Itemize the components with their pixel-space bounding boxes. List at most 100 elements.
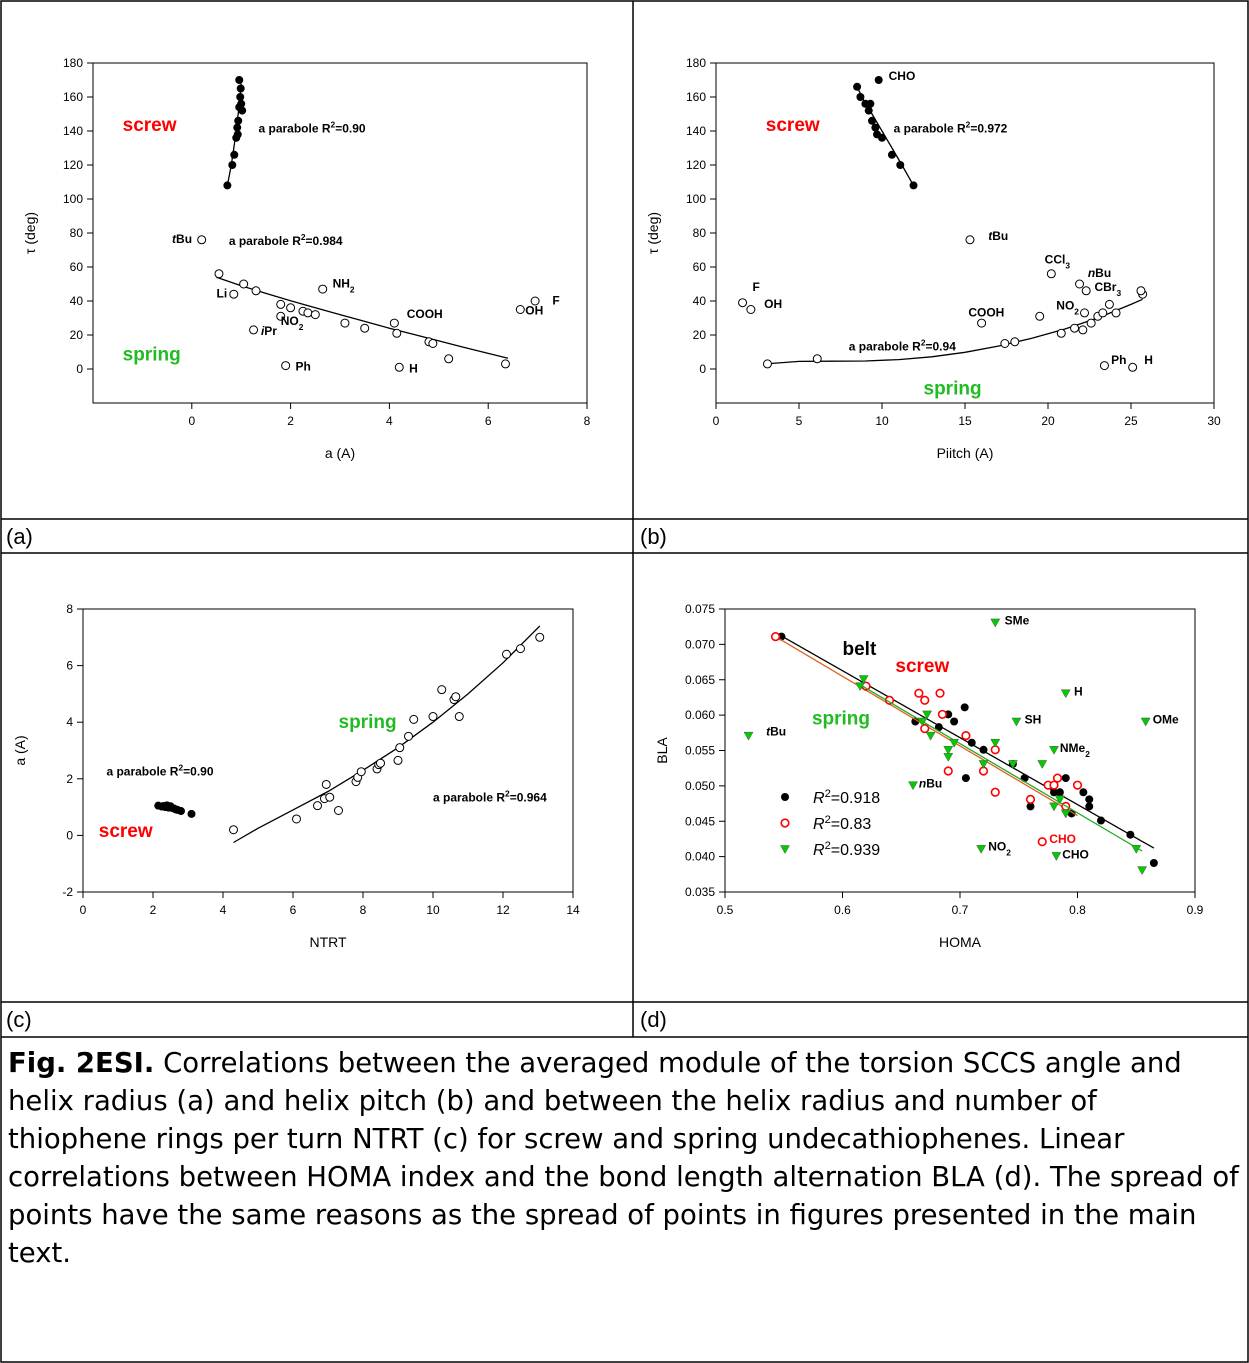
data-point — [1136, 286, 1146, 296]
plot-area — [743, 618, 1158, 876]
fit-label-spring: a parabole R2=0.94 — [849, 337, 956, 353]
panel-label-a: (a) — [6, 524, 33, 549]
data-point — [229, 289, 239, 299]
data-point — [239, 279, 249, 289]
plot-frame — [724, 608, 1196, 893]
data-point — [236, 84, 245, 93]
data-point — [223, 181, 232, 190]
data-point — [1049, 802, 1059, 812]
data-point — [318, 284, 328, 294]
data-point — [159, 801, 168, 810]
y-tick-label: 100 — [63, 192, 83, 206]
point-label: nBu — [919, 776, 942, 790]
point-label: tBu — [766, 725, 786, 739]
y-tick-label: 0.050 — [685, 779, 715, 793]
y-axis-label: τ (deg) — [645, 212, 661, 254]
data-point — [1037, 837, 1047, 847]
data-point — [871, 123, 880, 132]
data-point — [896, 161, 905, 169]
fit-label-spring: a parabole R2=0.964 — [433, 788, 547, 804]
data-point — [934, 723, 943, 732]
data-point — [762, 359, 772, 369]
data-point — [325, 792, 335, 802]
point-label: Li — [217, 287, 228, 301]
plot-frame — [82, 608, 574, 893]
point-label: NO2 — [1056, 299, 1079, 317]
x-tick-label: 0.7 — [952, 903, 969, 917]
y-tick-label: 0.055 — [685, 744, 715, 758]
point-label: OH — [764, 297, 782, 311]
y-tick-label: 8 — [66, 602, 73, 616]
plot-area — [197, 76, 540, 372]
data-point — [746, 305, 756, 314]
legend-marker — [780, 818, 790, 828]
point-label: F — [753, 280, 760, 294]
point-label: NMe2 — [1060, 741, 1090, 759]
data-point — [515, 305, 525, 314]
data-point — [738, 298, 748, 308]
data-point — [321, 779, 331, 789]
y-tick-label: 120 — [686, 158, 706, 172]
y-axis-label: a (A) — [12, 735, 28, 765]
data-point — [516, 644, 525, 654]
data-point — [356, 767, 366, 777]
data-point — [392, 328, 402, 338]
data-point — [937, 709, 947, 720]
data-point — [187, 809, 196, 818]
point-label: SMe — [1005, 614, 1030, 628]
data-point — [961, 731, 971, 741]
y-axis-label: τ (deg) — [22, 212, 38, 254]
data-point — [313, 801, 322, 811]
data-point — [1050, 788, 1058, 797]
fit-label-spring: a parabole R2=0.984 — [229, 232, 343, 248]
data-point — [1085, 802, 1094, 811]
y-tick-label: 40 — [693, 294, 707, 308]
data-point — [437, 685, 447, 695]
y-tick-label: 0.045 — [685, 814, 715, 828]
data-point — [395, 743, 405, 753]
data-point — [943, 766, 953, 776]
x-tick-label: 4 — [220, 903, 227, 917]
point-label: Ph — [296, 360, 311, 374]
x-tick-label: 20 — [1041, 414, 1055, 428]
y-tick-label: 20 — [70, 328, 84, 342]
data-point — [1056, 328, 1066, 338]
data-point — [1061, 774, 1070, 783]
y-tick-label: -2 — [62, 885, 73, 899]
x-axis-label: NTRT — [309, 934, 347, 950]
point-label: Ph — [1111, 353, 1126, 367]
x-tick-label: 2 — [287, 414, 294, 428]
data-point — [340, 318, 350, 328]
y-axis-label: BLA — [654, 737, 670, 764]
data-point — [965, 235, 975, 245]
y-tick-label: 180 — [63, 56, 83, 70]
fit-label-screw: a parabole R2=0.90 — [258, 120, 365, 136]
data-point — [1052, 773, 1063, 783]
x-tick-label: 0.9 — [1187, 903, 1204, 917]
y-tick-label: 140 — [63, 124, 83, 138]
data-point — [950, 717, 959, 726]
point-label: COOH — [407, 307, 443, 321]
y-tick-label: 60 — [70, 260, 84, 274]
data-point — [233, 130, 242, 139]
y-tick-label: 160 — [63, 90, 83, 104]
data-point — [1079, 788, 1088, 797]
y-tick-label: 0.040 — [685, 850, 715, 864]
x-tick-label: 12 — [496, 903, 510, 917]
x-tick-label: 14 — [566, 903, 580, 917]
fit-line-belt — [781, 635, 1155, 849]
x-tick-label: 15 — [958, 414, 972, 428]
x-tick-label: 0 — [80, 903, 87, 917]
chart-c: 0 2 4 6 8 10 12 14 -2 0 2 4 6 8 NTRT a (A) a parabole R2… — [12, 602, 580, 950]
legend-label: R2=0.939 — [813, 840, 880, 859]
data-point — [1055, 788, 1064, 797]
data-point — [1020, 774, 1029, 783]
data-point — [909, 181, 918, 190]
data-point — [1010, 337, 1020, 347]
fit-line-spring — [859, 684, 1143, 852]
data-point — [864, 106, 873, 115]
data-point — [292, 814, 301, 824]
data-point — [1126, 830, 1135, 839]
data-point — [920, 723, 930, 734]
x-tick-label: 0.6 — [834, 903, 851, 917]
